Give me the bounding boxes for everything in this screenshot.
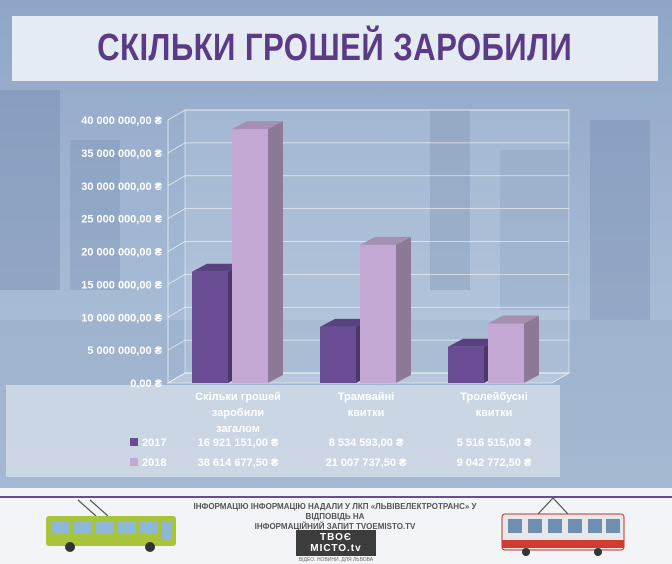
- gridline: [167, 372, 569, 384]
- page-title: СКІЛЬКИ ГРОШЕЙ ЗАРОБИЛИ: [97, 27, 573, 69]
- gridline: [167, 109, 569, 121]
- brand-logo: ТВОЄ МІСТО.tv ВІДЕО. НОВИНИ. ДЛЯ ЛЬВОВА: [296, 530, 376, 563]
- gridline: [167, 208, 569, 219]
- bar-side: [268, 121, 283, 384]
- legend-swatch: [130, 438, 138, 446]
- bar-top: [488, 315, 539, 324]
- bar-top: [360, 236, 411, 245]
- data-table-value: 38 614 677,50 ₴: [198, 457, 279, 469]
- tram-icon: [501, 497, 625, 556]
- bar-side: [524, 315, 539, 383]
- legend-year: 2018: [142, 457, 166, 469]
- bar-2018-0: [232, 129, 268, 383]
- y-tick-label: 30 000 000,00 ₴: [81, 181, 162, 193]
- y-tick-label: 40 000 000,00 ₴: [81, 115, 162, 127]
- data-table-value: 16 921 151,00 ₴: [198, 437, 279, 449]
- gridline: [167, 175, 569, 187]
- x-category-label: квитки: [348, 407, 385, 419]
- y-tick-label: 20 000 000,00 ₴: [81, 247, 162, 259]
- x-category-label: Трамвайні: [338, 391, 394, 403]
- data-table-value: 21 007 737,50 ₴: [326, 457, 407, 469]
- data-table-value: 5 516 515,00 ₴: [457, 437, 532, 449]
- x-category-label: Тролейбусні: [460, 391, 528, 403]
- bar-top: [320, 318, 371, 327]
- bar-top: [232, 121, 283, 130]
- legend-swatch: [130, 458, 138, 466]
- y-tick-label: 15 000 000,00 ₴: [81, 279, 162, 291]
- footer-divider: [0, 496, 672, 498]
- data-table-bg: [6, 385, 560, 477]
- gridline: [167, 273, 569, 285]
- y-tick-label: 0,00 ₴: [130, 378, 162, 390]
- footer: ІНФОРМАЦІЮ ІНФОРМАЦІЮ НАДАЛИ У ЛКП «ЛЬВІ…: [0, 488, 672, 564]
- y-tick-label: 35 000 000,00 ₴: [81, 148, 162, 160]
- logo-text: ТВОЄ МІСТО.tv: [296, 530, 376, 556]
- legend-year: 2017: [142, 437, 166, 449]
- y-tick-label: 5 000 000,00 ₴: [87, 345, 162, 357]
- source-info: ІНФОРМАЦІЮ ІНФОРМАЦІЮ НАДАЛИ У ЛКП «ЛЬВІ…: [193, 502, 477, 531]
- x-category-label: загалом: [216, 423, 260, 435]
- trolleybus-icon: [46, 499, 176, 552]
- y-tick-label: 25 000 000,00 ₴: [81, 214, 162, 226]
- data-table-value: 8 534 593,00 ₴: [329, 437, 404, 449]
- title-bar: СКІЛЬКИ ГРОШЕЙ ЗАРОБИЛИ: [12, 16, 658, 81]
- gridline: [167, 306, 569, 318]
- data-table-value: 9 042 772,50 ₴: [457, 457, 532, 469]
- bar-2017-1: [320, 326, 356, 383]
- bar-2017-0: [192, 271, 228, 383]
- y-tick-label: 10 000 000,00 ₴: [81, 312, 162, 324]
- logo-subtitle: ВІДЕО. НОВИНИ. ДЛЯ ЛЬВОВА: [298, 557, 374, 563]
- x-category-label: заробили: [212, 407, 264, 419]
- bar-top: [192, 263, 243, 272]
- bar-2018-1: [360, 244, 396, 383]
- x-category-label: Скільки грошей: [195, 391, 281, 403]
- bar-chart: 0,00 ₴ 5 000 000,00 ₴ 10 000 000,00 ₴ 15 00…: [6, 109, 571, 477]
- gridline: [167, 339, 569, 351]
- gridline: [167, 241, 569, 252]
- bar-2017-2: [448, 346, 484, 383]
- bar-top: [448, 338, 499, 347]
- x-category-label: квитки: [476, 407, 513, 419]
- gridline: [167, 142, 569, 154]
- bar-side: [396, 236, 411, 383]
- bar-2018-2: [488, 323, 524, 383]
